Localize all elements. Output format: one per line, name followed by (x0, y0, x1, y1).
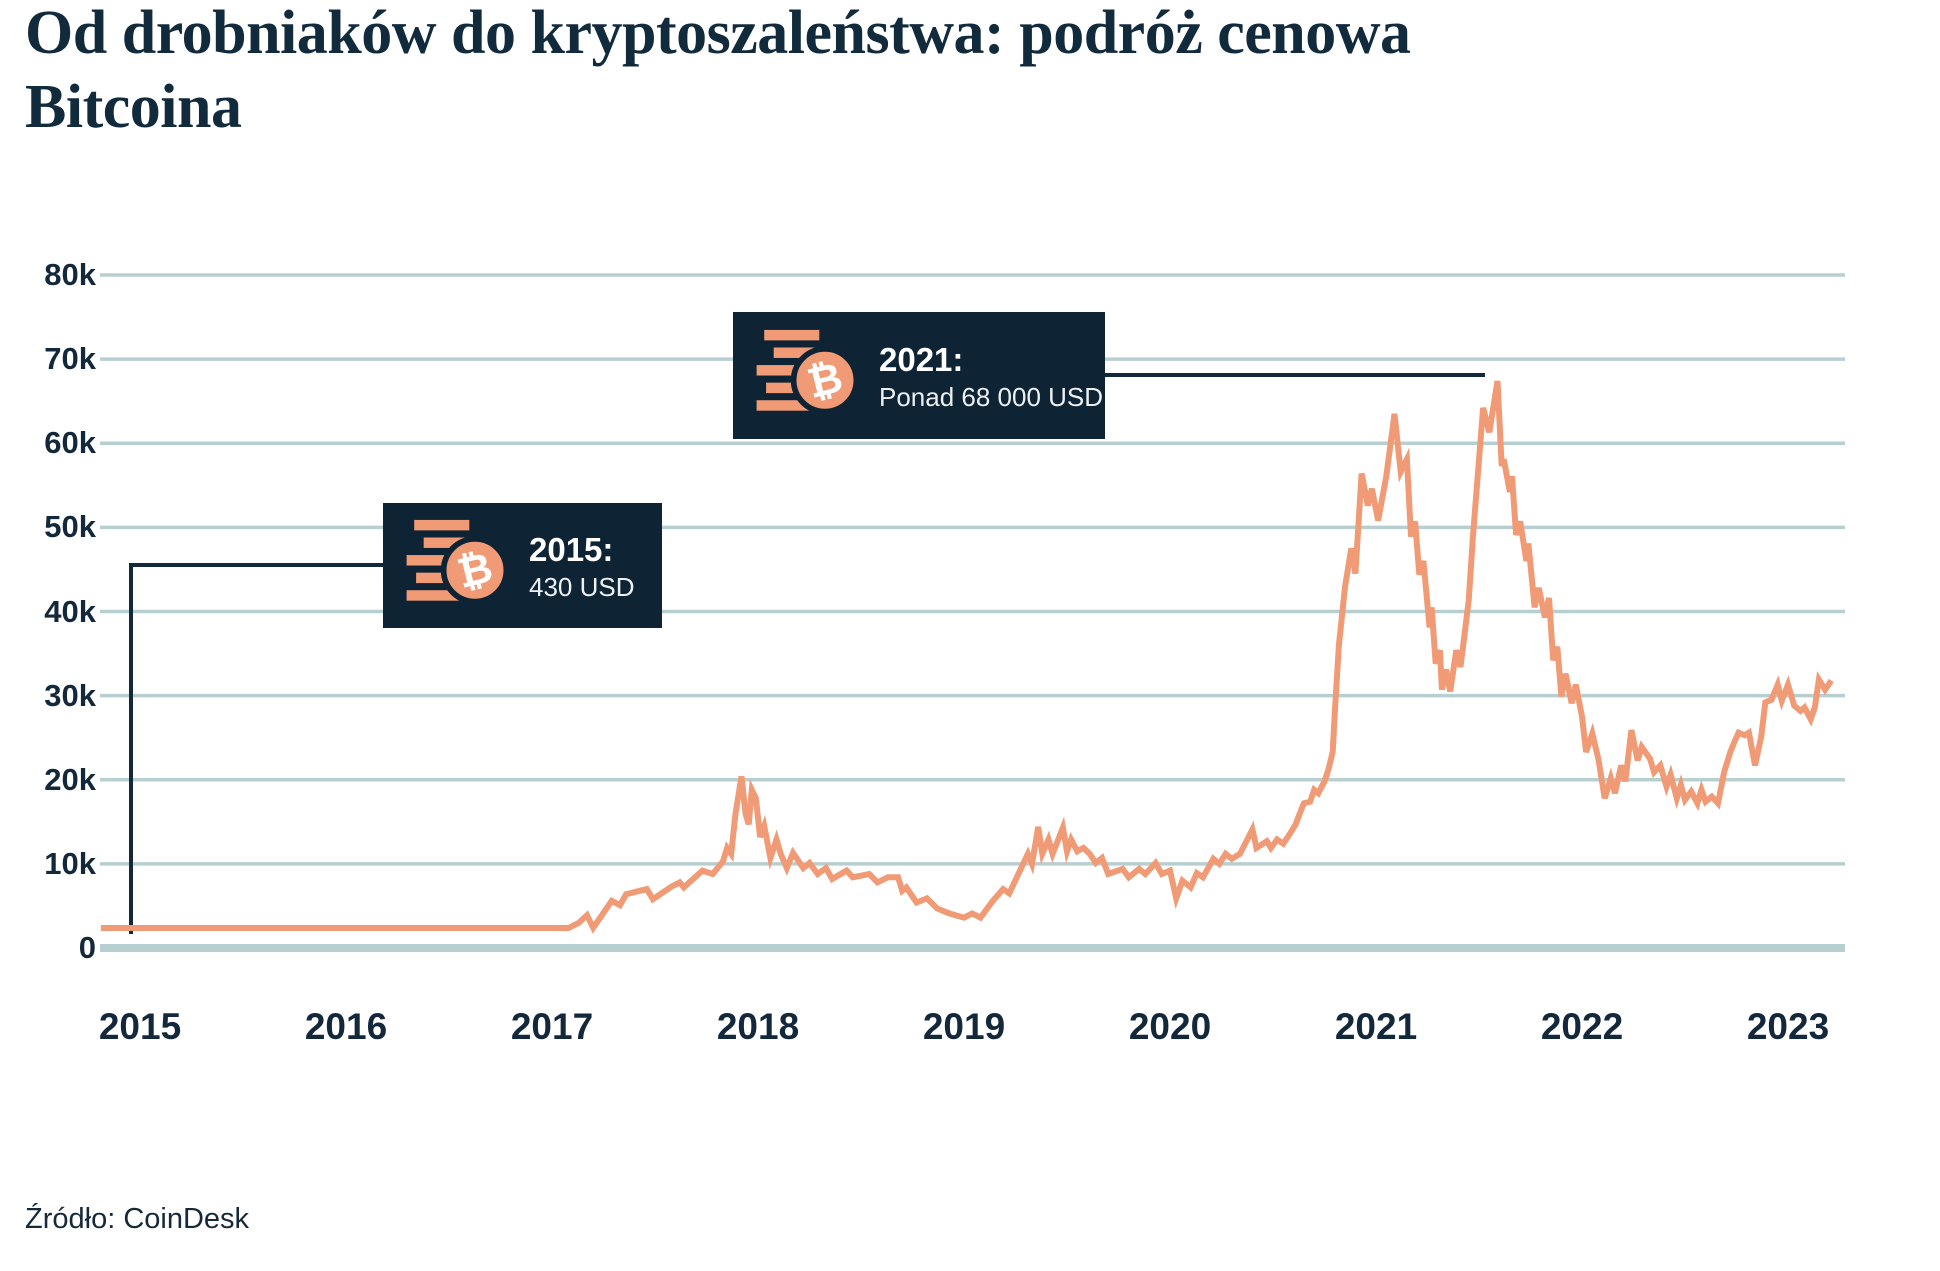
source-credit: Źródło: CoinDesk (25, 1203, 250, 1235)
bitcoin-coins-icon: ₿ (756, 329, 860, 414)
y-axis-label-60k: 60k (44, 425, 96, 461)
x-axis-label-2020: 2020 (1128, 1006, 1212, 1047)
y-axis-label-80k: 80k (44, 257, 96, 292)
x-axis-label-2018: 2018 (716, 1006, 800, 1047)
x-axis-label-2022: 2022 (1540, 1006, 1624, 1047)
annotation-2021-value: Ponad 68 000 USD (879, 381, 1104, 412)
bitcoin-coins-icon: ₿ (406, 519, 510, 604)
x-axis-label-2023: 2023 (1746, 1006, 1830, 1047)
y-axis-label-0: 0 (78, 930, 96, 965)
y-axis-label-70k: 70k (44, 341, 96, 377)
callout-line-2015 (129, 563, 383, 934)
annotation-2015-year: 2015: (529, 530, 614, 568)
annotation-2015-value: 430 USD (529, 571, 635, 602)
y-axis-label-20k: 20k (44, 761, 96, 797)
y-axis-label-50k: 50k (44, 509, 96, 545)
annotation-2021-year: 2021: (879, 340, 964, 378)
y-axis-label-10k: 10k (44, 845, 96, 881)
x-axis-label-2016: 2016 (304, 1006, 388, 1047)
btc-price-line (100, 380, 1834, 934)
x-axis-label-2019: 2019 (922, 1006, 1006, 1047)
x-axis-label-2015: 2015 (98, 1006, 182, 1047)
x-axis-label-2021: 2021 (1334, 1006, 1418, 1047)
annotation-2021: ₿ 2021: Ponad 68 000 USD (733, 312, 1105, 439)
y-axis-label-30k: 30k (44, 677, 96, 713)
y-axis-label-40k: 40k (44, 593, 96, 629)
x-axis-label-2017: 2017 (510, 1006, 594, 1047)
annotation-2021-text: 2021: Ponad 68 000 USD (879, 339, 1103, 413)
page-title-line1: Od drobniaków do kryptoszaleństwa: podró… (25, 0, 1411, 67)
page-title-line2: Bitcoina (25, 73, 242, 141)
annotation-2015: ₿ 2015: 430 USD (383, 503, 662, 628)
page-title: Od drobniaków do kryptoszaleństwa: podró… (25, 0, 1885, 144)
annotation-2015-text: 2015: 430 USD (529, 529, 635, 603)
